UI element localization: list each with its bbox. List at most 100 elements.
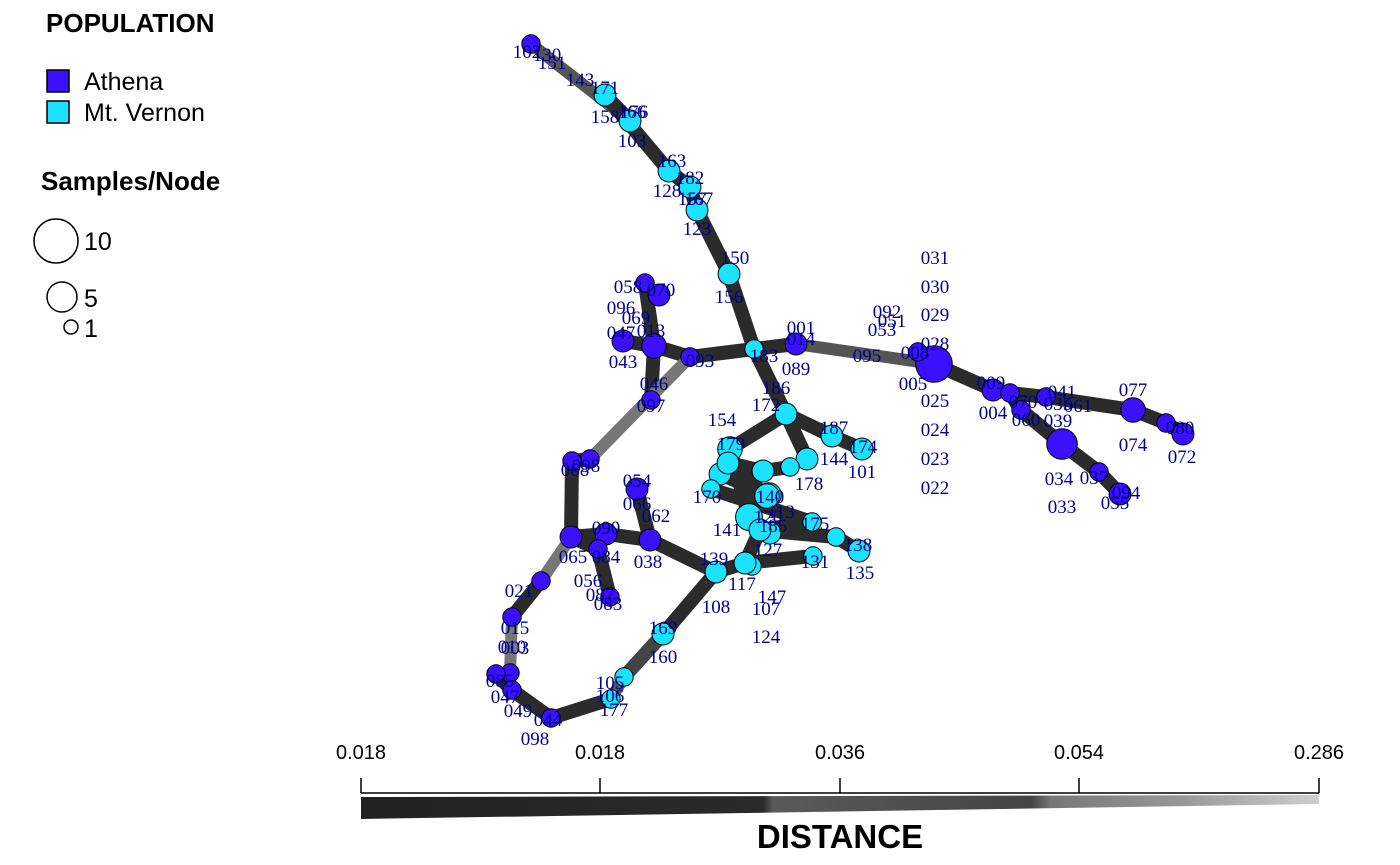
network-edge	[656, 565, 723, 641]
network-edge	[683, 342, 761, 364]
mt-vernon-node	[847, 539, 871, 563]
node-label: 092	[873, 302, 902, 323]
node-label: 098	[521, 729, 550, 750]
mt-vernon-node	[795, 447, 819, 471]
node-label: 022	[921, 478, 950, 499]
node-label: 041	[1048, 382, 1077, 403]
node-label: 094	[1112, 483, 1141, 504]
athena-node	[641, 390, 661, 410]
node-label: 093	[686, 351, 715, 372]
mt-vernon-node	[651, 622, 675, 646]
node-label: 174	[849, 437, 878, 458]
node-label: 084	[592, 547, 621, 568]
network-edge	[1039, 390, 1140, 417]
node-label: 062	[642, 506, 671, 527]
mt-vernon-node	[774, 402, 798, 426]
node-label: 105	[596, 673, 625, 694]
node-label: 163	[658, 151, 687, 172]
athena-node	[588, 539, 608, 559]
mt-vernon-node	[716, 451, 740, 475]
node-label: 171	[591, 78, 620, 99]
node-label: 070	[647, 280, 676, 301]
node-label: 106	[596, 686, 625, 707]
network-edge	[544, 692, 618, 725]
node-label: 033	[1048, 497, 1077, 518]
node-label: 101	[848, 462, 877, 483]
node-label: 140	[756, 487, 785, 508]
athena-node	[521, 34, 541, 54]
node-label: 143	[566, 70, 595, 91]
node-label: 131	[801, 552, 830, 573]
size-circle-1	[63, 319, 79, 335]
mt-vernon-node	[701, 479, 721, 499]
node-label: 021	[505, 581, 534, 602]
athena-node	[486, 664, 506, 684]
network-edge	[643, 533, 723, 579]
mt-vernon-node	[826, 527, 846, 547]
mt-vernon-node	[754, 483, 780, 509]
node-label: 085	[486, 671, 515, 692]
node-label: 123	[683, 219, 712, 240]
node-label: 080	[1166, 418, 1195, 439]
node-label: 061	[1064, 396, 1093, 417]
node-label: 095	[853, 346, 882, 367]
athena-node	[502, 607, 522, 627]
athena-node	[784, 332, 808, 356]
node-label: 175	[801, 514, 830, 535]
node-label: 070	[1009, 392, 1038, 413]
athena-node	[1036, 387, 1056, 407]
network-edge	[747, 342, 793, 421]
node-label: 031	[921, 248, 950, 269]
athena-node	[559, 525, 583, 549]
mt-vernon-node	[748, 518, 772, 542]
node-label: 010	[498, 637, 527, 658]
node-label: 183	[750, 346, 779, 367]
node-label: 043	[609, 352, 638, 373]
node-label: 160	[649, 647, 678, 668]
scale-tick-label: 0.018	[336, 742, 386, 764]
node-label: 074	[1119, 435, 1148, 456]
size-legend: Samples/Node 10 5 1	[33, 166, 220, 343]
node-label: 008	[901, 343, 930, 364]
node-label: 087	[586, 585, 615, 606]
node-label: 156	[715, 287, 744, 308]
node-label: 024	[921, 420, 950, 441]
node-label: 185	[759, 516, 788, 537]
node-label: 058	[614, 277, 643, 298]
node-label: 054	[623, 471, 652, 492]
scale-tick-label: 0.054	[1054, 742, 1104, 764]
athena-node	[1011, 400, 1031, 420]
node-label: 102	[513, 42, 542, 63]
node-label: 147	[758, 587, 787, 608]
mt-vernon-node	[704, 560, 728, 584]
scale-tick-label: 0.036	[815, 742, 865, 764]
node-label: 077	[1119, 380, 1148, 401]
node-label: 098	[572, 456, 601, 477]
node-label: 158	[591, 107, 620, 128]
node-label: 004	[979, 403, 1008, 424]
athena-node	[1089, 462, 1109, 482]
node-label: 072	[1168, 447, 1197, 468]
mt-vernon-node	[657, 159, 681, 183]
population-legend: POPULATION Athena Mt. Vernon	[46, 8, 215, 127]
node-label: 055	[1101, 493, 1130, 514]
scale-tick-label: 0.018	[575, 742, 625, 764]
node-label: 039	[1044, 411, 1073, 432]
node-label: 066	[623, 494, 652, 515]
athena-node	[641, 333, 667, 359]
athena-node	[502, 680, 522, 700]
node-label: 056	[574, 571, 603, 592]
node-label: 177	[600, 700, 629, 721]
mt-vernon-node	[614, 667, 634, 687]
mt-vernon-node	[751, 459, 775, 483]
size-legend-title: Samples/Node	[41, 166, 220, 196]
network-edge	[564, 454, 579, 544]
node-label: 176	[620, 102, 649, 123]
distance-scale: 0.018 0.018 0.036 0.054 0.286 DISTANCE	[336, 742, 1344, 855]
athena-node	[625, 477, 649, 501]
scale-tick-label: 0.286	[1294, 742, 1344, 764]
node-label: 130	[533, 45, 562, 66]
node-label: 083	[594, 594, 623, 615]
node-label: 154	[708, 410, 737, 431]
